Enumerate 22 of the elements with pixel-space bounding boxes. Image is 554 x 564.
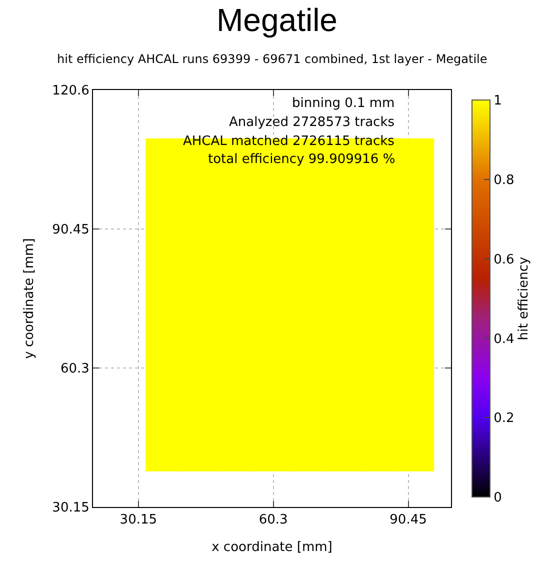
annotation: Analyzed 2728573 tracks xyxy=(229,115,395,130)
color-bar-label: 0.4 xyxy=(494,332,514,347)
annotation: AHCAL matched 2726115 tracks xyxy=(183,134,395,149)
color-bar-title: hit efficiency xyxy=(516,256,532,340)
color-bar-label: 0 xyxy=(494,490,502,506)
y-tick-label: 120.6 xyxy=(52,84,90,99)
y-axis-title: y coordinate [mm] xyxy=(22,238,38,359)
color-bar-label: 0.6 xyxy=(494,252,514,268)
chart-subtitle: hit efficiency AHCAL runs 69399 - 69671 combined, 1st layer - Megatile xyxy=(57,52,488,66)
color-bar-label: 0.8 xyxy=(494,172,514,188)
x-tick-label: 30.15 xyxy=(120,512,158,528)
annotation: total efficiency 99.909916 % xyxy=(208,152,396,167)
y-tick-label: 90.45 xyxy=(52,222,90,238)
color-bar-label: 0.2 xyxy=(494,411,514,426)
annotation: binning 0.1 mm xyxy=(292,96,395,111)
color-bar-label: 1 xyxy=(494,94,502,109)
y-tick-label: 30.15 xyxy=(52,500,90,516)
chart-title: Megatile xyxy=(216,2,338,38)
y-tick-label: 60.3 xyxy=(60,362,90,377)
x-tick-label: 90.45 xyxy=(390,512,427,528)
x-axis-title: x coordinate [mm] xyxy=(212,540,332,556)
x-tick-label: 60.3 xyxy=(258,512,288,528)
